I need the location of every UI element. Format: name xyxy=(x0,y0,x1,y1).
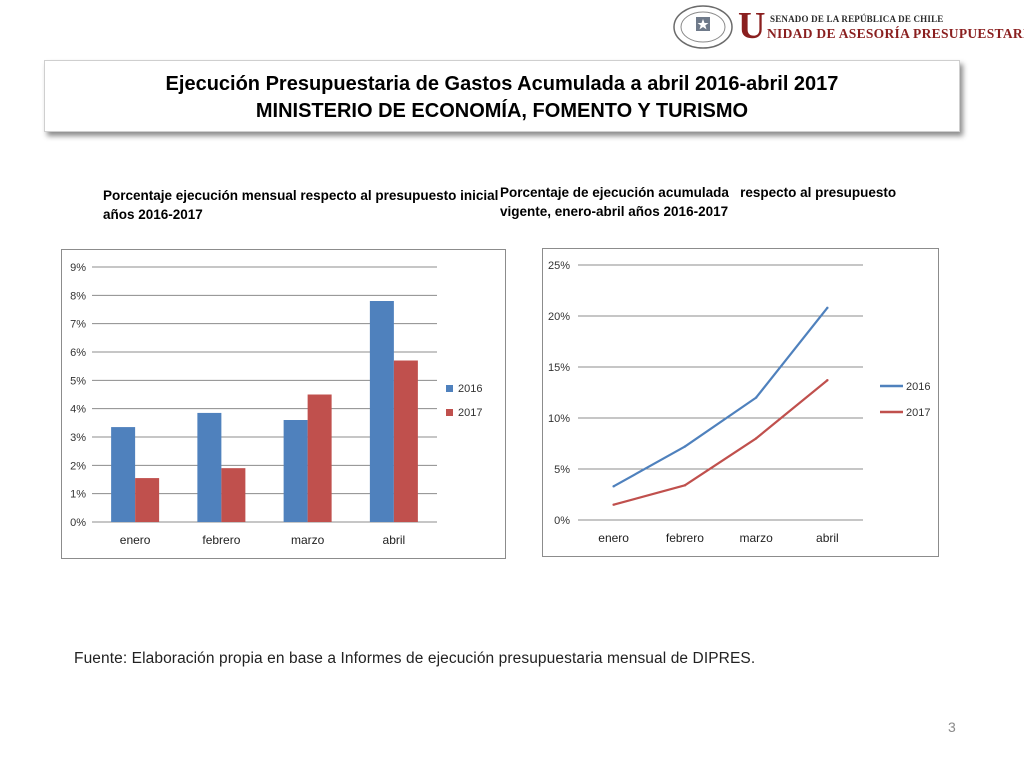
bar-2016-enero xyxy=(111,427,136,522)
line-series-2017 xyxy=(613,379,829,506)
bar-2016-abril xyxy=(369,301,394,522)
bar-y-tick-label: 7% xyxy=(70,319,86,331)
line-x-tick-label: enero xyxy=(598,531,629,545)
slide-title-line1: Ejecución Presupuestaria de Gastos Acumu… xyxy=(165,73,839,95)
bar-x-tick-label: abril xyxy=(383,533,406,547)
line-x-tick-label: abril xyxy=(816,531,839,545)
line-point-2017-enero xyxy=(612,503,615,506)
bar-2016-febrero xyxy=(197,412,222,522)
bar-chart-title-line2: años 2016-2017 xyxy=(103,207,203,222)
bar-y-tick-label: 8% xyxy=(70,290,86,302)
line-y-tick-label: 15% xyxy=(548,362,570,374)
bar-y-tick-label: 6% xyxy=(70,347,86,359)
line-chart-frame: 0% 5% 10% 15% 20% 25% enero febrero marzo abril 20… xyxy=(542,248,939,557)
line-y-tick-label: 25% xyxy=(548,260,570,272)
bar-y-tick-label: 9% xyxy=(70,262,86,274)
line-legend-label-2016: 2016 xyxy=(906,381,930,393)
bar-x-tick-label: febrero xyxy=(202,533,240,547)
bar-y-tick-label: 4% xyxy=(70,404,86,416)
line-x-tick-label: marzo xyxy=(739,531,773,545)
line-x-tick-label: febrero xyxy=(666,531,704,545)
line-legend-label-2017: 2017 xyxy=(906,407,930,419)
line-point-2016-febrero xyxy=(683,445,687,448)
brand-unidad-text: NIDAD DE ASESORÍA PRESUPUESTARIA xyxy=(767,26,1024,41)
source-note: Fuente: Elaboración propia en base a Inf… xyxy=(74,650,756,667)
line-chart-title: Porcentaje de ejecución acumulada respec… xyxy=(500,183,940,221)
bar-y-tick-label: 1% xyxy=(70,489,86,501)
bar-legend-label-2017: 2017 xyxy=(458,407,482,419)
header-logo: U SENADO DE LA REPÚBLICA DE CHILE NIDAD … xyxy=(672,4,1024,52)
slide-title: Ejecución Presupuestaria de Gastos Acumu… xyxy=(44,60,960,132)
bar-2016-marzo xyxy=(283,420,308,522)
bar-2017-marzo xyxy=(307,394,332,522)
senado-seal-icon xyxy=(673,5,733,49)
line-point-2017-marzo xyxy=(754,437,758,440)
line-chart-title-line2: vigente, enero-abril años 2016-2017 xyxy=(500,204,729,219)
bar-x-tick-label: marzo xyxy=(291,533,325,547)
line-chart-title-line1: Porcentaje de ejecución acumulada respec… xyxy=(500,185,897,200)
line-series-2016 xyxy=(613,307,829,488)
bar-y-tick-label: 0% xyxy=(70,517,86,529)
bar-chart-frame: 0% 1% 2% 3% 4% 5% 6% 7% 8% 9% enero febrero marzo abr… xyxy=(61,249,506,559)
line-point-2016-enero xyxy=(612,485,615,488)
bar-x-tick-label: enero xyxy=(120,533,151,547)
brand-senado-text: SENADO DE LA REPÚBLICA DE CHILE xyxy=(770,14,944,24)
bar-chart-title-line1: Porcentaje ejecución mensual respecto al… xyxy=(103,188,499,203)
line-point-2016-abril xyxy=(826,306,829,310)
line-point-2016-marzo xyxy=(754,396,758,399)
line-y-tick-label: 5% xyxy=(554,464,570,476)
line-chart: 0% 5% 10% 15% 20% 25% enero febrero marzo abril 20… xyxy=(548,260,931,545)
bar-chart: 0% 1% 2% 3% 4% 5% 6% 7% 8% 9% enero febrero marzo abr… xyxy=(70,262,482,547)
line-y-tick-label: 20% xyxy=(548,311,570,323)
line-point-2017-abril xyxy=(826,379,829,382)
bar-y-tick-label: 2% xyxy=(70,460,86,472)
brand-initial: U xyxy=(738,5,766,47)
line-y-tick-label: 10% xyxy=(548,413,570,425)
line-y-tick-label: 0% xyxy=(554,515,570,527)
bar-chart-title: Porcentaje ejecución mensual respecto al… xyxy=(103,186,503,224)
bar-legend-label-2016: 2016 xyxy=(458,383,482,395)
page-number: 3 xyxy=(948,719,956,735)
bar-2017-febrero xyxy=(221,468,246,522)
bar-2017-enero xyxy=(135,478,160,522)
bar-legend-swatch-2016 xyxy=(446,385,453,392)
bar-legend-swatch-2017 xyxy=(446,409,453,416)
bar-y-tick-label: 5% xyxy=(70,375,86,387)
bar-2017-abril xyxy=(393,360,418,522)
bar-y-tick-label: 3% xyxy=(70,432,86,444)
line-point-2017-febrero xyxy=(683,484,687,487)
slide-title-line2: MINISTERIO DE ECONOMÍA, FOMENTO Y TURISM… xyxy=(255,100,749,122)
